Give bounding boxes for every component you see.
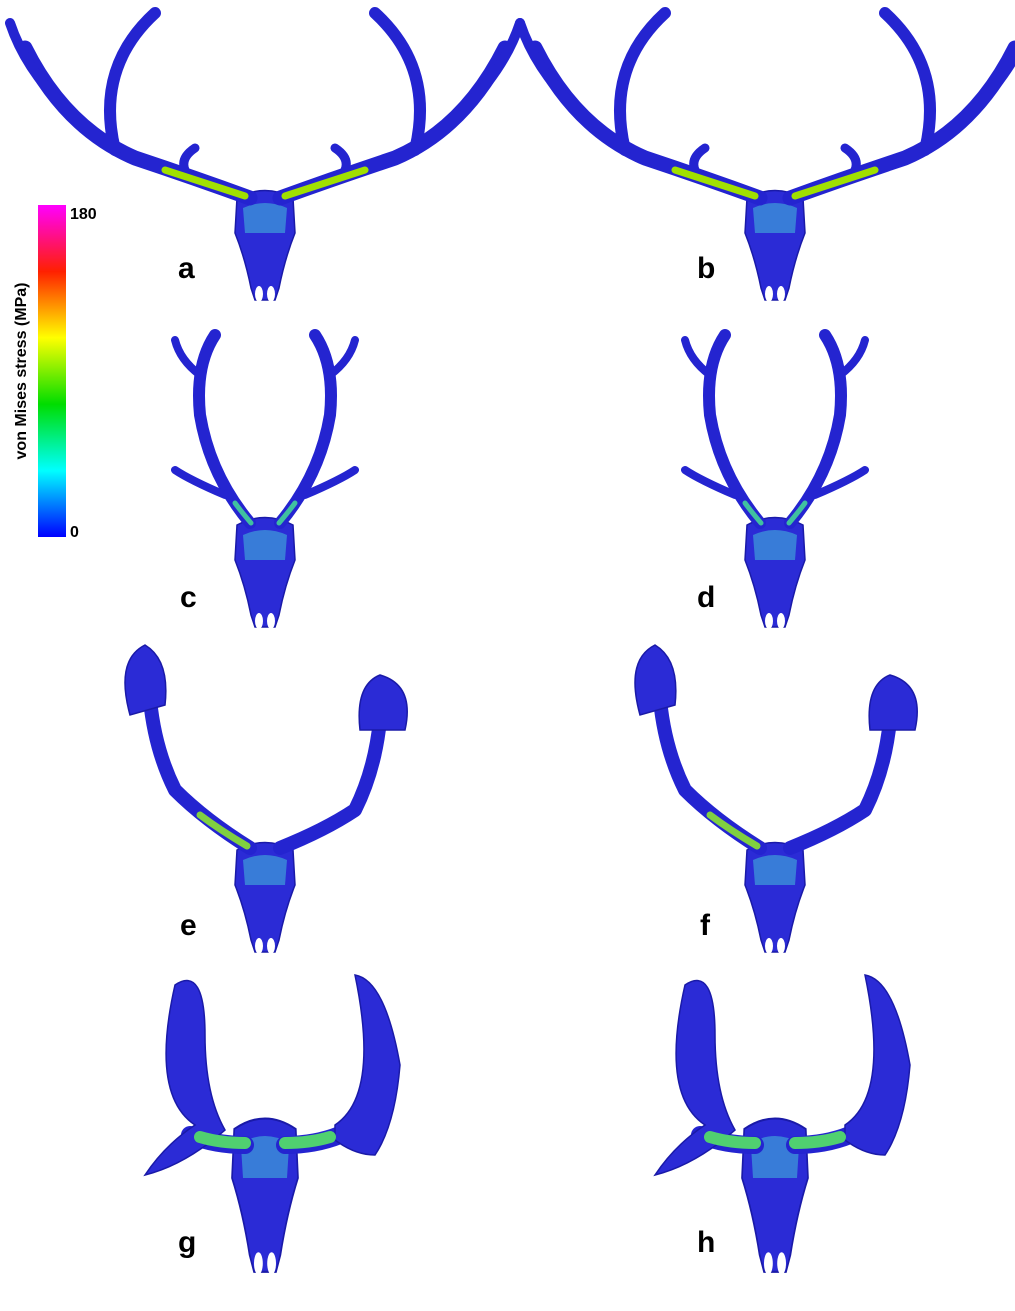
colorbar-label: von Mises stress (MPa): [13, 283, 30, 460]
colorbar-min: 0: [70, 524, 79, 541]
panel-label: e: [180, 909, 197, 942]
colorbar-max: 180: [70, 206, 97, 223]
panel-label: f: [700, 909, 711, 942]
colorbar: [38, 205, 66, 537]
panel-label: a: [178, 252, 195, 285]
panel-label: b: [697, 252, 715, 285]
panel-label: d: [697, 581, 715, 614]
figure: 180 0 von Mises stress (MPa) a b c d e f…: [0, 0, 1015, 1311]
panel-label: g: [178, 1226, 196, 1259]
panel-label: c: [180, 581, 197, 614]
panel-label: h: [697, 1226, 715, 1259]
